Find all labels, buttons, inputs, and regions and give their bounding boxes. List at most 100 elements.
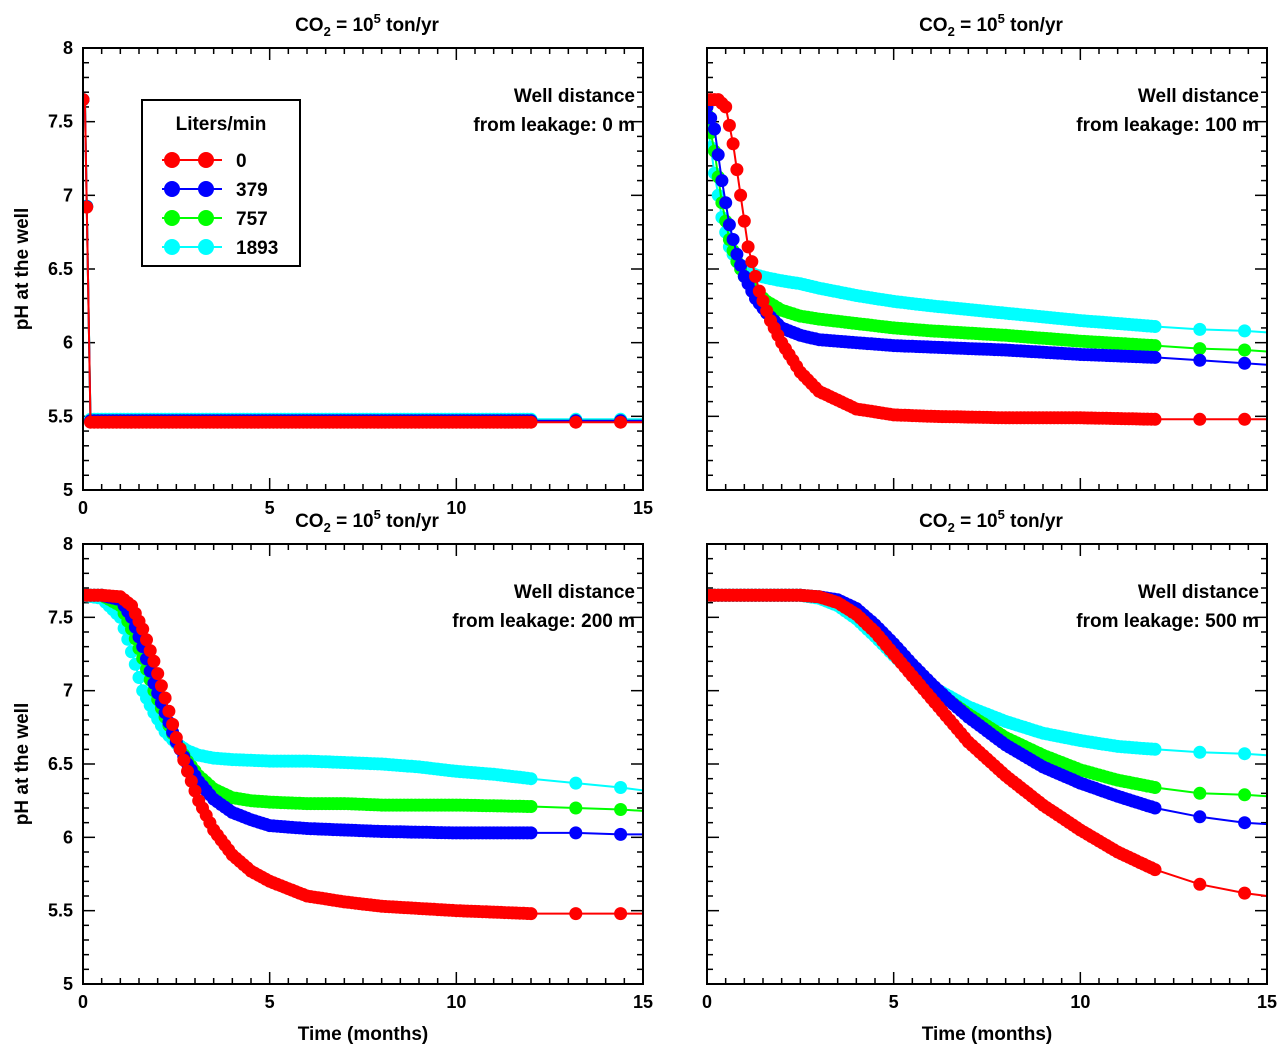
data-point bbox=[140, 633, 153, 647]
data-point bbox=[1148, 339, 1162, 353]
data-point bbox=[184, 774, 198, 788]
axes-frame bbox=[706, 543, 1268, 985]
data-point bbox=[614, 781, 628, 794]
data-point bbox=[614, 907, 628, 921]
legend-marker bbox=[198, 152, 214, 168]
y-axis-label: pH at the well bbox=[12, 208, 33, 330]
data-point bbox=[737, 214, 751, 228]
series-1893 bbox=[707, 115, 1267, 338]
title-sub: 2 bbox=[324, 520, 331, 535]
series-757 bbox=[707, 107, 1267, 357]
x-tick-label: 15 bbox=[633, 498, 653, 518]
data-point bbox=[726, 137, 740, 151]
data-point bbox=[1148, 801, 1162, 815]
data-point bbox=[614, 827, 628, 841]
title-sup: 5 bbox=[374, 507, 381, 522]
title-sup: 5 bbox=[374, 11, 381, 26]
data-point bbox=[1193, 745, 1207, 759]
well-distance-annotation: from leakage: 100 m bbox=[1076, 115, 1259, 136]
data-point bbox=[569, 415, 583, 429]
legend-label: 0 bbox=[236, 151, 247, 172]
data-point bbox=[756, 294, 770, 308]
data-point bbox=[1193, 342, 1207, 356]
data-point bbox=[711, 148, 725, 162]
x-tick-label: 5 bbox=[265, 498, 275, 518]
well-distance-annotation: Well distance bbox=[514, 86, 635, 107]
data-point bbox=[166, 717, 180, 731]
data-point bbox=[1193, 353, 1207, 367]
data-point bbox=[1148, 781, 1162, 794]
title-tail: ton/yr bbox=[381, 511, 440, 532]
data-point bbox=[158, 691, 172, 705]
data-point bbox=[614, 803, 628, 816]
series-0 bbox=[707, 93, 1267, 426]
panel-title: CO2 = 105 ton/yr bbox=[919, 507, 1063, 535]
panel-title: CO2 = 105 ton/yr bbox=[919, 11, 1063, 39]
y-tick-label: 7 bbox=[63, 681, 73, 701]
axes-frame bbox=[82, 47, 644, 491]
data-point bbox=[162, 704, 176, 718]
x-tick-label: 15 bbox=[1257, 992, 1277, 1012]
plot-area bbox=[707, 93, 1267, 426]
title-mid: = 10 bbox=[955, 15, 998, 36]
data-point bbox=[1193, 322, 1207, 336]
x-axis-label: Time (months) bbox=[298, 1024, 429, 1045]
legend-marker bbox=[164, 210, 180, 226]
y-tick-label: 5 bbox=[63, 480, 73, 500]
legend-marker bbox=[164, 181, 180, 197]
data-point bbox=[722, 118, 736, 132]
series-line-0 bbox=[83, 594, 643, 915]
series-0 bbox=[83, 93, 643, 429]
data-point bbox=[1148, 350, 1162, 364]
axes-frame bbox=[82, 543, 644, 985]
data-point bbox=[708, 122, 721, 136]
data-point bbox=[734, 188, 748, 202]
data-point bbox=[1238, 324, 1252, 338]
title-tail: ton/yr bbox=[1005, 511, 1064, 532]
data-point bbox=[524, 415, 538, 429]
data-point bbox=[524, 826, 538, 840]
legend-marker bbox=[198, 181, 214, 197]
data-point bbox=[752, 284, 766, 298]
legend-marker bbox=[198, 239, 214, 255]
data-point bbox=[1238, 412, 1252, 426]
data-point bbox=[177, 753, 191, 767]
legend-label: 757 bbox=[236, 209, 268, 230]
y-tick-label: 6 bbox=[63, 333, 73, 353]
title-main: CO bbox=[919, 15, 948, 36]
legend-marker bbox=[164, 152, 180, 168]
well-distance-annotation: from leakage: 0 m bbox=[473, 115, 635, 136]
data-point bbox=[524, 907, 538, 921]
x-tick-label: 0 bbox=[78, 992, 88, 1012]
data-point bbox=[154, 679, 168, 693]
y-axis-label: pH at the well bbox=[12, 703, 33, 825]
panel-title: CO2 = 105 ton/yr bbox=[295, 507, 439, 535]
data-point bbox=[1238, 788, 1252, 802]
data-point bbox=[524, 772, 538, 786]
panel-title: CO2 = 105 ton/yr bbox=[295, 11, 439, 39]
data-point bbox=[1238, 356, 1252, 370]
data-point bbox=[83, 93, 90, 107]
data-point bbox=[147, 654, 161, 668]
title-sub: 2 bbox=[948, 520, 955, 535]
title-sub: 2 bbox=[948, 24, 955, 39]
title-tail: ton/yr bbox=[1005, 15, 1064, 36]
plot-area bbox=[83, 588, 643, 921]
title-sup: 5 bbox=[998, 507, 1005, 522]
data-point bbox=[1148, 412, 1162, 426]
chart-panel-2: CO2 = 105 ton/yr Well distance from leakag… bbox=[706, 11, 1268, 491]
data-point bbox=[1193, 412, 1207, 426]
y-tick-label: 8 bbox=[63, 38, 73, 58]
data-point bbox=[1238, 747, 1252, 761]
data-point bbox=[726, 233, 740, 246]
data-point bbox=[1193, 786, 1207, 800]
y-tick-label: 6.5 bbox=[48, 754, 73, 774]
x-tick-label: 15 bbox=[633, 992, 653, 1012]
axes-frame bbox=[706, 47, 1268, 491]
data-point bbox=[760, 304, 774, 318]
x-tick-label: 0 bbox=[702, 992, 712, 1012]
data-point bbox=[1238, 886, 1252, 900]
x-tick-label: 0 bbox=[78, 498, 88, 518]
